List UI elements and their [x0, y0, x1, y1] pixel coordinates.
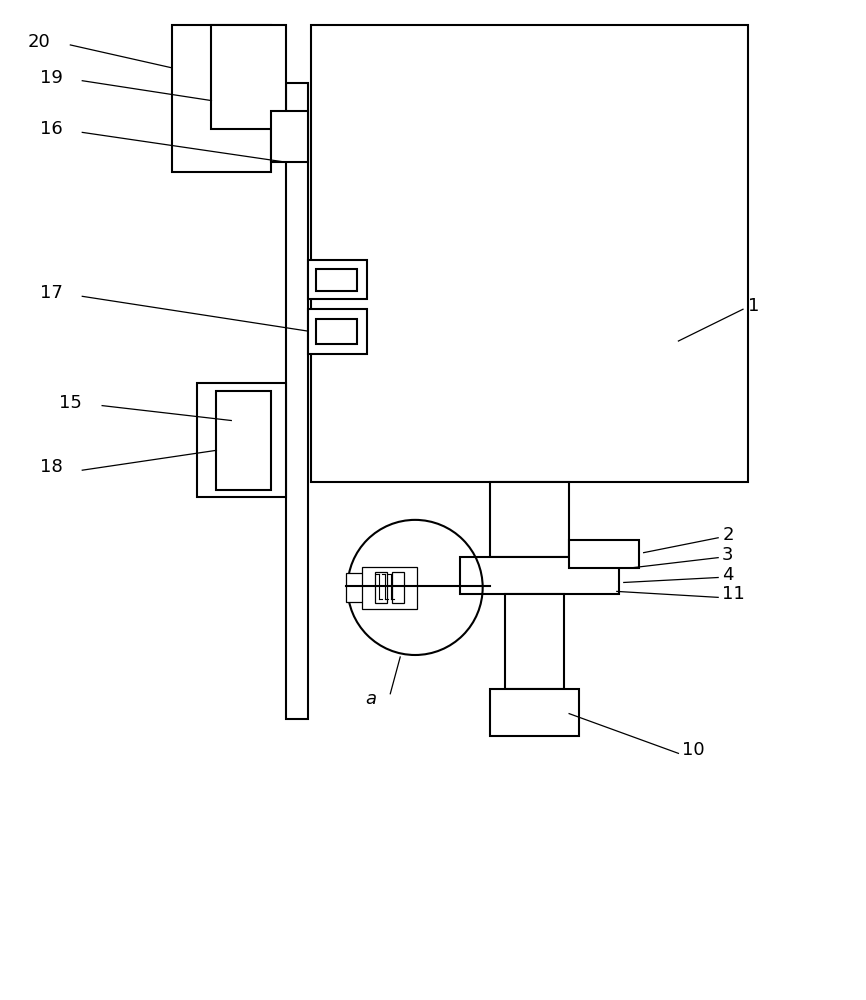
Bar: [346, 573, 373, 602]
Bar: [316, 319, 358, 344]
Text: 3: 3: [722, 546, 734, 564]
Bar: [460, 557, 619, 594]
Bar: [216, 391, 271, 490]
Text: 18: 18: [40, 458, 62, 476]
Bar: [489, 689, 579, 736]
Bar: [271, 111, 307, 162]
Bar: [316, 269, 358, 291]
Bar: [392, 572, 404, 603]
Text: 19: 19: [40, 69, 62, 87]
Bar: [363, 567, 417, 609]
Bar: [489, 482, 569, 557]
Text: 2: 2: [722, 526, 734, 544]
Text: 17: 17: [40, 284, 62, 302]
Text: 1: 1: [748, 297, 759, 315]
Text: 4: 4: [722, 566, 734, 584]
Bar: [307, 260, 367, 299]
Bar: [375, 572, 387, 603]
Bar: [286, 83, 307, 719]
Bar: [569, 540, 638, 568]
Bar: [505, 594, 564, 689]
Text: 11: 11: [722, 585, 745, 603]
Bar: [311, 25, 748, 482]
Text: 16: 16: [40, 120, 62, 138]
Bar: [211, 25, 286, 129]
Text: 10: 10: [682, 741, 705, 759]
Text: 20: 20: [28, 33, 50, 51]
Text: a: a: [365, 690, 377, 708]
Text: 15: 15: [60, 394, 82, 412]
Bar: [171, 25, 271, 172]
Bar: [307, 309, 367, 354]
Bar: [197, 383, 286, 497]
